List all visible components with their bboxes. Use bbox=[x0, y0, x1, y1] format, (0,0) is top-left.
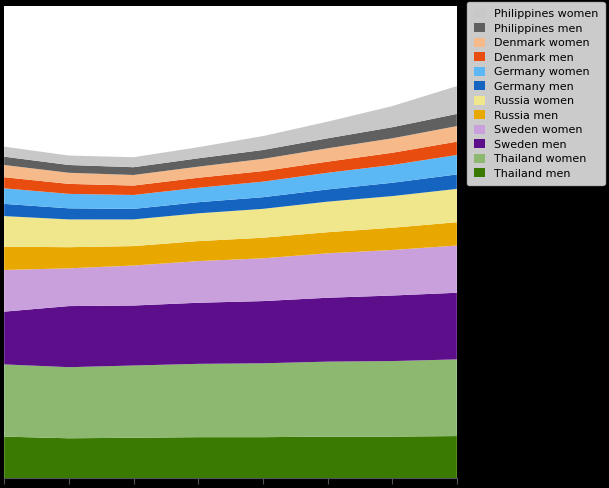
Legend: Philippines women, Philippines men, Denmark women, Denmark men, Germany women, G: Philippines women, Philippines men, Denm… bbox=[467, 2, 605, 185]
